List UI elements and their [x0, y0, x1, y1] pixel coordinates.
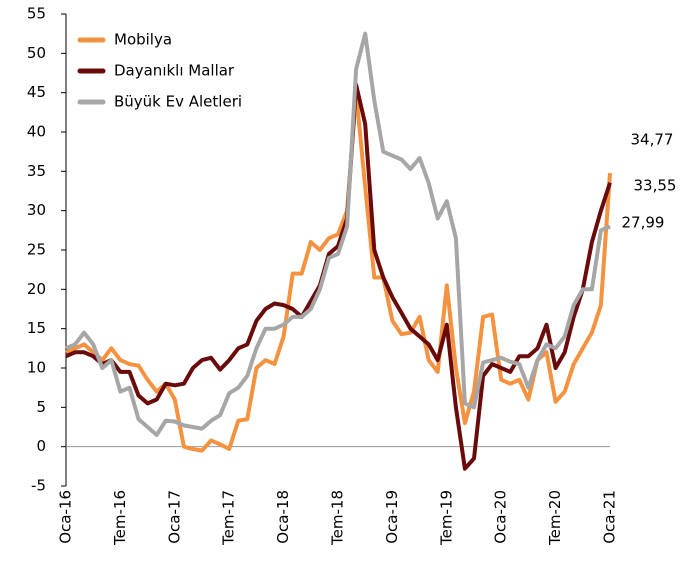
y-tick-label: 30 — [27, 201, 46, 219]
x-tick-label: Oca-18 — [274, 490, 292, 544]
value-label: 27,99 — [622, 214, 665, 232]
value-label: 33,55 — [634, 177, 677, 195]
y-tick-label: 5 — [36, 398, 46, 416]
y-tick-label: 45 — [27, 83, 46, 101]
y-tick-label: 35 — [27, 162, 46, 180]
x-tick-label: Oca-19 — [383, 490, 401, 544]
x-tick-label: Tem-18 — [329, 490, 347, 546]
y-tick-label: -5 — [31, 477, 46, 495]
x-tick-label: Oca-16 — [57, 490, 75, 544]
y-tick-label: 40 — [27, 123, 46, 141]
value-label: 34,77 — [631, 131, 674, 149]
y-tick-label: 20 — [27, 280, 46, 298]
series-line — [65, 90, 612, 453]
y-tick-label: 55 — [27, 5, 46, 23]
x-tick-label: Tem-16 — [111, 490, 129, 546]
legend-label: Büyük Ev Aletleri — [114, 93, 242, 111]
y-tick-label: 25 — [27, 241, 46, 259]
x-tick-label: Oca-21 — [601, 490, 619, 544]
series-line — [65, 31, 611, 437]
series-line — [65, 82, 612, 471]
y-tick-label: 0 — [36, 437, 46, 455]
x-tick-label: Oca-17 — [165, 490, 183, 544]
y-tick-label: 50 — [27, 44, 46, 62]
legend-label: Mobilya — [114, 31, 172, 49]
x-tick-label: Oca-20 — [492, 490, 510, 544]
legend-label: Dayanıklı Mallar — [114, 62, 235, 80]
y-tick-label: 10 — [27, 359, 46, 377]
x-tick-label: Tem-19 — [437, 490, 455, 546]
x-tick-label: Tem-20 — [546, 490, 564, 546]
x-tick-label: Tem-17 — [220, 490, 238, 546]
y-tick-label: 15 — [27, 319, 46, 337]
